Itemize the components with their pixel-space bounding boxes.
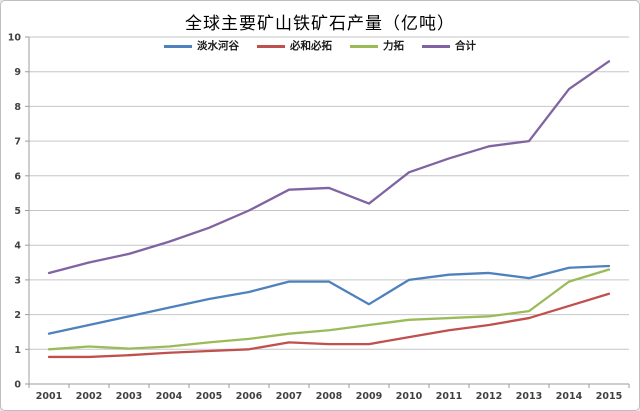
series-line-3 xyxy=(47,60,611,275)
y-axis-label: 1 xyxy=(14,345,21,356)
legend-line-swatch xyxy=(164,44,192,48)
y-axis-label: 3 xyxy=(14,275,21,286)
x-axis-label: 2015 xyxy=(596,391,622,402)
chart-title: 全球主要矿山铁矿石产量（亿吨） xyxy=(185,14,455,34)
y-axis-label: 0 xyxy=(14,380,21,391)
y-axis-label: 5 xyxy=(14,206,21,217)
series-line-1 xyxy=(47,292,611,359)
legend-item-vale: 淡水河谷 xyxy=(164,41,239,52)
legend-label: 淡水河谷 xyxy=(197,40,239,52)
chart-legend: 淡水河谷 必和必拓 力拓 合计 xyxy=(1,41,639,52)
legend-line-swatch xyxy=(422,44,450,48)
x-axis-label: 2012 xyxy=(476,391,502,402)
x-axis-label: 2004 xyxy=(156,391,183,402)
x-axis-label: 2003 xyxy=(116,391,142,402)
x-axis-label: 2008 xyxy=(316,391,343,402)
series-line-0 xyxy=(47,264,611,335)
x-axis-label: 2014 xyxy=(556,391,583,402)
x-axis-label: 2007 xyxy=(276,391,302,402)
y-axis-label: 7 xyxy=(14,137,21,148)
x-axis-label: 2010 xyxy=(396,391,423,402)
x-axis-label: 2009 xyxy=(356,391,382,402)
y-axis-label: 8 xyxy=(14,102,21,113)
legend-item-bhp: 必和必拓 xyxy=(257,41,332,52)
y-axis-label: 2 xyxy=(14,310,21,321)
y-axis-label: 10 xyxy=(8,33,22,44)
legend-line-swatch xyxy=(350,44,378,48)
y-axis-label: 4 xyxy=(14,241,21,252)
legend-label: 力拓 xyxy=(383,40,404,52)
legend-item-riotinto: 力拓 xyxy=(350,41,404,52)
x-axis-label: 2002 xyxy=(76,391,102,402)
legend-label: 合计 xyxy=(455,40,476,52)
x-axis-label: 2013 xyxy=(516,391,542,402)
x-axis-label: 2011 xyxy=(436,391,462,402)
legend-item-total: 合计 xyxy=(422,41,476,52)
x-axis-label: 2005 xyxy=(196,391,222,402)
y-axis-label: 6 xyxy=(14,171,21,182)
y-axis-label: 9 xyxy=(14,67,21,78)
x-axis-label: 2001 xyxy=(36,391,62,402)
legend-line-swatch xyxy=(257,44,285,48)
legend-label: 必和必拓 xyxy=(290,40,332,52)
series-line-2 xyxy=(47,268,611,351)
x-axis-label: 2006 xyxy=(236,391,263,402)
